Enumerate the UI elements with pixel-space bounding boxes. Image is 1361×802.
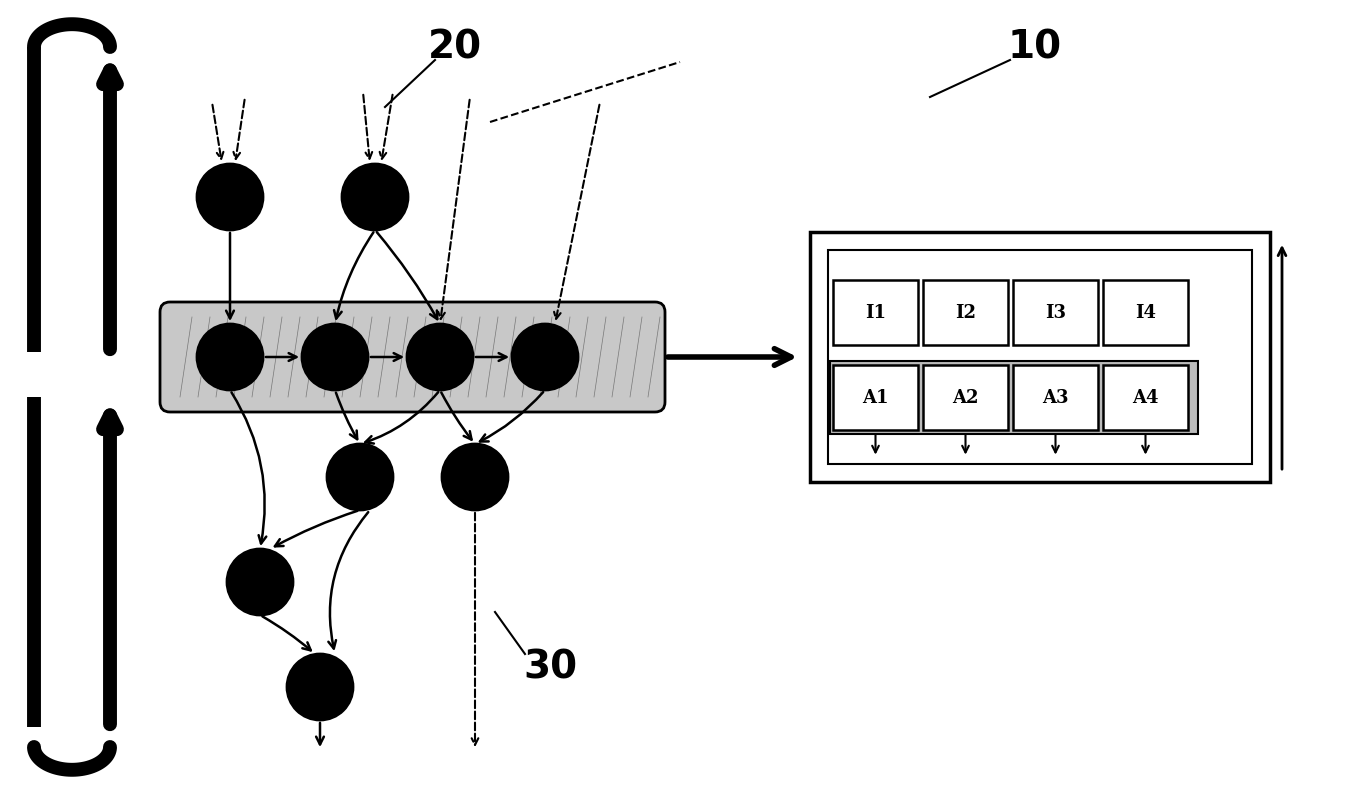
Text: I1: I1 — [866, 304, 886, 322]
Circle shape — [302, 325, 367, 391]
Text: I3: I3 — [1045, 304, 1066, 322]
Text: *: * — [225, 347, 235, 367]
Text: +: + — [252, 573, 268, 592]
Text: I2: I2 — [955, 304, 976, 322]
Text: *: * — [329, 347, 340, 367]
Bar — [833, 280, 919, 345]
Text: *: * — [434, 347, 445, 367]
Bar — [923, 280, 1009, 345]
Text: A3: A3 — [1043, 388, 1068, 407]
Circle shape — [327, 444, 393, 510]
Circle shape — [407, 325, 474, 391]
Text: −: − — [465, 468, 485, 488]
Text: +: + — [312, 678, 328, 697]
Bar — [1013, 365, 1098, 430]
Bar — [833, 365, 919, 430]
Circle shape — [227, 549, 293, 615]
Circle shape — [442, 444, 508, 510]
Circle shape — [342, 164, 408, 231]
Bar — [827, 251, 1252, 464]
Text: A4: A4 — [1132, 388, 1158, 407]
Text: 20: 20 — [427, 29, 482, 67]
Bar — [1102, 365, 1188, 430]
Text: 30: 30 — [523, 648, 577, 687]
Text: I4: I4 — [1135, 304, 1155, 322]
Bar — [810, 233, 1270, 482]
Bar — [830, 361, 1198, 434]
Text: A2: A2 — [953, 388, 979, 407]
Text: −: − — [351, 468, 369, 488]
Text: 10: 10 — [1009, 29, 1062, 67]
Text: *: * — [539, 347, 550, 367]
Bar — [1102, 280, 1188, 345]
Bar — [923, 365, 1009, 430]
Circle shape — [512, 325, 578, 391]
Circle shape — [197, 164, 263, 231]
Circle shape — [287, 654, 352, 720]
Text: +: + — [222, 188, 238, 207]
Text: +: + — [366, 188, 384, 207]
Circle shape — [197, 325, 263, 391]
Text: A1: A1 — [863, 388, 889, 407]
FancyBboxPatch shape — [161, 302, 666, 412]
Bar — [1013, 280, 1098, 345]
